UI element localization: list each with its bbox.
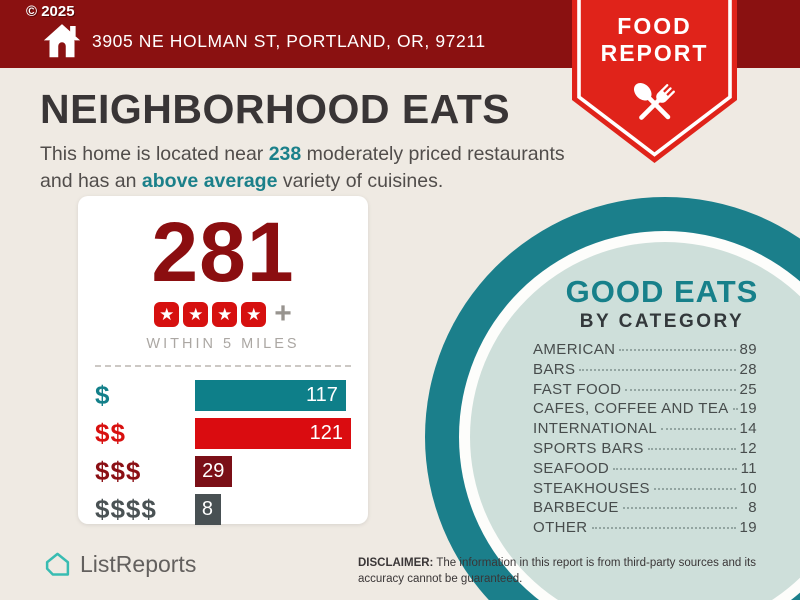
category-value: 19 [739,400,757,418]
category-label: OTHER [533,519,588,537]
dotted-leader [661,428,736,431]
restaurant-count: 238 [268,143,302,165]
crossed-spoon-fork-icon [633,82,675,120]
bar-fill: 8 [195,494,221,525]
plus-sign: + [274,297,292,330]
dotted-leader [625,388,736,391]
copyright-text: © 2025 [26,3,75,20]
price-bar-row: $$$ 29 [95,456,351,487]
disclaimer-text: The information in this report is from t… [358,557,756,585]
category-label: SEAFOOD [533,459,610,477]
home-icon [42,21,82,66]
category-row: AMERICAN 89 [533,341,757,361]
category-list: AMERICAN 89 BARS 28 FAST FOOD 25 CAFES, … [533,341,757,539]
star-icon: ★ [212,301,238,327]
category-label: SPORTS BARS [533,439,644,457]
intro-part1: This home is located near [40,143,269,165]
dotted-leader [647,447,736,450]
category-label: FAST FOOD [533,380,622,398]
listreports-logo-icon [45,552,70,576]
category-value: 89 [739,341,757,358]
page-title: NEIGHBORHOOD EATS [40,86,511,132]
dotted-leader [653,487,736,490]
badge-title: FOOD REPORT [572,13,737,67]
dotted-leader [613,467,737,470]
category-label: INTERNATIONAL [533,420,658,438]
category-row: SEAFOOD 11 [533,460,757,480]
category-row: FAST FOOD 25 [533,381,757,401]
category-label: BARS [533,360,576,378]
star-icon: ★ [154,301,180,327]
bar-track: 117 [195,380,351,411]
category-row: OTHER 19 [533,519,757,539]
category-value: 28 [739,360,757,378]
dotted-leader [622,507,737,510]
disclaimer-label: DISCLAIMER: [358,557,434,569]
bar-track: 8 [195,494,351,525]
price-level-label: $$$ [95,456,142,486]
category-row: SPORTS BARS 12 [533,440,757,460]
category-row: CAFES, COFFEE AND TEA 19 [533,400,757,420]
bar-value: 29 [202,460,225,482]
dotted-leader [619,349,736,351]
category-label: STEAKHOUSES [533,479,650,497]
price-bar-chart: $ 117 $$ 121 $$$ 29 $$$$ 8 [95,380,351,525]
good-eats-title: GOOD EATS [565,274,759,309]
bar-fill: 117 [195,380,346,411]
category-row: STEAKHOUSES 10 [533,480,757,500]
listreports-logo: ListReports [44,551,196,578]
dotted-leader [591,527,736,530]
property-address: 3905 NE HOLMAN ST, PORTLAND, OR, 97211 [92,30,486,51]
good-eats-header: GOOD EATS BY CATEGORY [492,274,800,333]
category-value: 12 [739,439,757,457]
total-restaurants: 281 [151,205,295,299]
bar-value: 117 [305,384,338,406]
category-value: 19 [739,519,757,537]
variety-highlight: above average [141,169,278,192]
price-bar-row: $$ 121 [95,418,351,449]
intro-paragraph: This home is located near 238 moderately… [40,141,580,195]
dotted-leader [579,368,736,371]
category-label: CAFES, COFFEE AND TEA [533,400,729,418]
bar-fill: 121 [195,418,351,449]
price-level-label: $$$$ [95,494,157,524]
dashed-divider [95,365,351,367]
price-bar-row: $ 117 [95,380,351,411]
intro-part2: moderately priced restaurants and has an [40,143,565,192]
category-label: BARBECUE [533,499,619,517]
bar-value: 121 [309,422,343,444]
brand-name: ListReports [80,551,197,577]
star-icon: ★ [241,301,267,327]
price-level-label: $ [95,380,111,410]
category-value: 10 [739,479,757,497]
category-value: 25 [739,380,757,398]
category-value: 11 [740,459,757,477]
dotted-leader [732,408,736,411]
category-label: AMERICAN [533,341,616,358]
bar-track: 29 [195,456,351,487]
badge-line1: FOOD [617,13,692,39]
bar-fill: 29 [195,456,233,487]
intro-part3: variety of cuisines. [277,169,444,192]
category-value: 8 [748,499,757,517]
star-icon: ★ [183,301,209,327]
category-value: 14 [739,420,757,438]
food-report-badge: FOOD REPORT [572,0,737,168]
price-level-card: 281 ★ ★ ★ ★ + WITHIN 5 MILES $ 117 $$ 121 $$… [78,196,368,525]
category-row: BARBECUE 8 [533,499,757,519]
bar-value: 8 [201,498,213,520]
ribbon-shape [572,0,737,163]
bar-track: 121 [195,418,351,449]
radius-caption: WITHIN 5 MILES [146,336,300,352]
star-rating: ★ ★ ★ ★ + [78,297,368,330]
disclaimer: DISCLAIMER: The information in this repo… [358,556,796,587]
good-eats-subtitle: BY CATEGORY [579,311,745,332]
price-bar-row: $$$$ 8 [95,494,351,525]
price-level-label: $$ [95,418,126,448]
badge-line2: REPORT [600,40,709,67]
category-row: BARS 28 [533,361,757,381]
category-row: INTERNATIONAL 14 [533,420,757,440]
